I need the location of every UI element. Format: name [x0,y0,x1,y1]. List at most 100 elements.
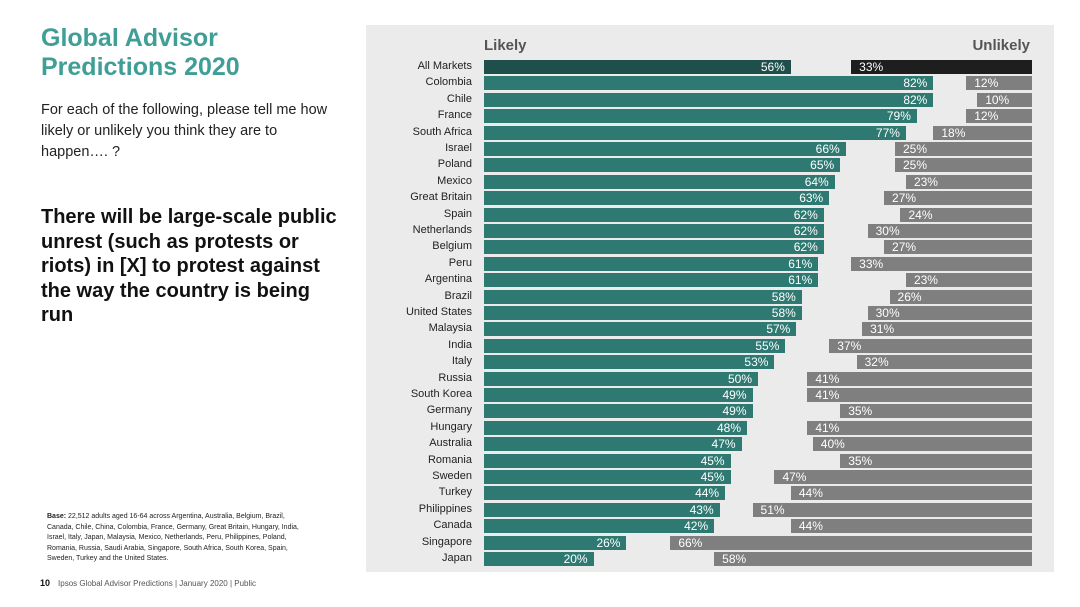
unlikely-bar: 26% [889,289,1032,304]
chart-row: United States 58% 30% [366,305,1054,321]
likely-bar: 55% [484,338,786,353]
likely-bar: 20% [484,552,594,566]
category-label: Canada [433,519,472,532]
chart-row: South Korea 49% 41% [366,387,1054,403]
category-label: South Korea [410,388,472,400]
chart-row: All Markets 56% 33% [366,59,1054,75]
likely-bar: 56% [484,60,791,74]
chart-row: South Africa 77% 18% [366,125,1054,141]
likely-bar: 66% [484,142,846,156]
likely-bar: 50% [484,371,758,386]
unlikely-bar: 32% [856,355,1032,370]
unlikely-bar: 41% [807,388,1032,402]
likely-bar: 47% [484,437,742,452]
category-label: Brazil [444,289,472,302]
chart-row: Argentina 61% 23% [366,272,1054,288]
footer: 10 Ipsos Global Advisor Predictions | Jan… [40,578,256,588]
unlikely-bar: 12% [966,76,1032,91]
unlikely-bar: 27% [884,191,1032,206]
likely-bar: 61% [484,273,819,288]
base-label: Base: [47,513,67,520]
likely-bar: 82% [484,76,934,91]
chart-row: Japan 20% 58% [366,551,1054,567]
category-label: Great Britain [410,191,472,204]
chart-row: Colombia 82% 12% [366,75,1054,91]
chart-row: Romania 45% 35% [366,453,1054,469]
unlikely-bar: 24% [900,207,1032,222]
unlikely-bar: 41% [807,371,1032,386]
likely-bar: 43% [484,502,720,517]
unlikely-bar: 23% [905,273,1032,288]
likely-bar: 79% [484,109,917,124]
category-label: United States [405,306,472,318]
unlikely-bar: 41% [807,420,1032,435]
category-label: Mexico [437,174,472,187]
likely-bar: 48% [484,420,748,435]
category-label: Romania [427,453,472,466]
chart-row: India 55% 37% [366,338,1054,354]
unlikely-bar: 58% [714,552,1032,566]
unlikely-bar: 37% [829,338,1032,353]
unlikely-bar: 10% [977,92,1032,107]
unlikely-bar: 47% [774,470,1032,484]
likely-bar: 49% [484,388,753,402]
likely-bar: 65% [484,158,841,173]
category-label: Belgium [432,240,472,253]
likely-bar: 45% [484,470,731,484]
likely-bar: 62% [484,224,824,238]
chart-row: Spain 62% 24% [366,207,1054,223]
unlikely-bar: 66% [670,535,1032,550]
likely-bar: 49% [484,404,753,419]
category-label: India [448,338,472,351]
category-label: Japan [442,552,472,564]
base-note: Base: 22,512 adults aged 16-64 across Ar… [47,512,307,565]
likely-bar: 64% [484,174,835,189]
unlikely-bar: 33% [851,256,1032,271]
category-label: South Africa [412,125,472,138]
category-label: France [437,109,472,122]
unlikely-bar: 25% [895,142,1032,156]
chart-row: Poland 65% 25% [366,157,1054,173]
chart-row: Brazil 58% 26% [366,289,1054,305]
question-text: For each of the following, please tell m… [41,102,328,160]
chart-row: France 79% 12% [366,108,1054,124]
category-label: Peru [448,256,472,269]
unlikely-bar: 35% [840,453,1032,468]
likely-bar: 42% [484,519,715,534]
category-label: Chile [446,92,472,105]
category-label: Australia [429,437,472,450]
chart-row: Singapore 26% 66% [366,535,1054,551]
footer-text: Ipsos Global Advisor Predictions | Janua… [58,579,257,588]
likely-bar: 77% [484,125,906,140]
chart-row: Sweden 45% 47% [366,469,1054,485]
unlikely-bar: 30% [867,224,1032,238]
unlikely-bar: 31% [862,322,1032,337]
chart-row: Australia 47% 40% [366,436,1054,452]
chart-row: Turkey 44% 44% [366,485,1054,501]
category-label: Russia [438,371,472,384]
category-label: Italy [451,355,472,368]
chart-row: Belgium 62% 27% [366,239,1054,255]
likely-bar: 58% [484,306,802,320]
unlikely-bar: 12% [966,109,1032,124]
unlikely-bar: 51% [752,502,1032,517]
category-label: Poland [437,158,472,171]
chart-row: Peru 61% 33% [366,256,1054,272]
category-label: Sweden [432,470,472,482]
unlikely-bar: 25% [895,158,1032,173]
chart-row: Israel 66% 25% [366,141,1054,157]
likely-bar: 82% [484,92,934,107]
chart-row: Russia 50% 41% [366,371,1054,387]
likely-bar: 57% [484,322,797,337]
unlikely-bar: 33% [851,60,1032,74]
page-number: 10 [40,578,51,588]
likely-bar: 44% [484,486,726,501]
chart-row: Netherlands 62% 30% [366,223,1054,239]
category-label: Philippines [418,502,472,515]
category-label: Netherlands [412,224,472,236]
legend-unlikely: Unlikely [972,37,1030,54]
category-label: Israel [445,142,472,154]
likely-bar: 45% [484,453,731,468]
unlikely-bar: 40% [812,437,1032,452]
chart-row: Hungary 48% 41% [366,420,1054,436]
